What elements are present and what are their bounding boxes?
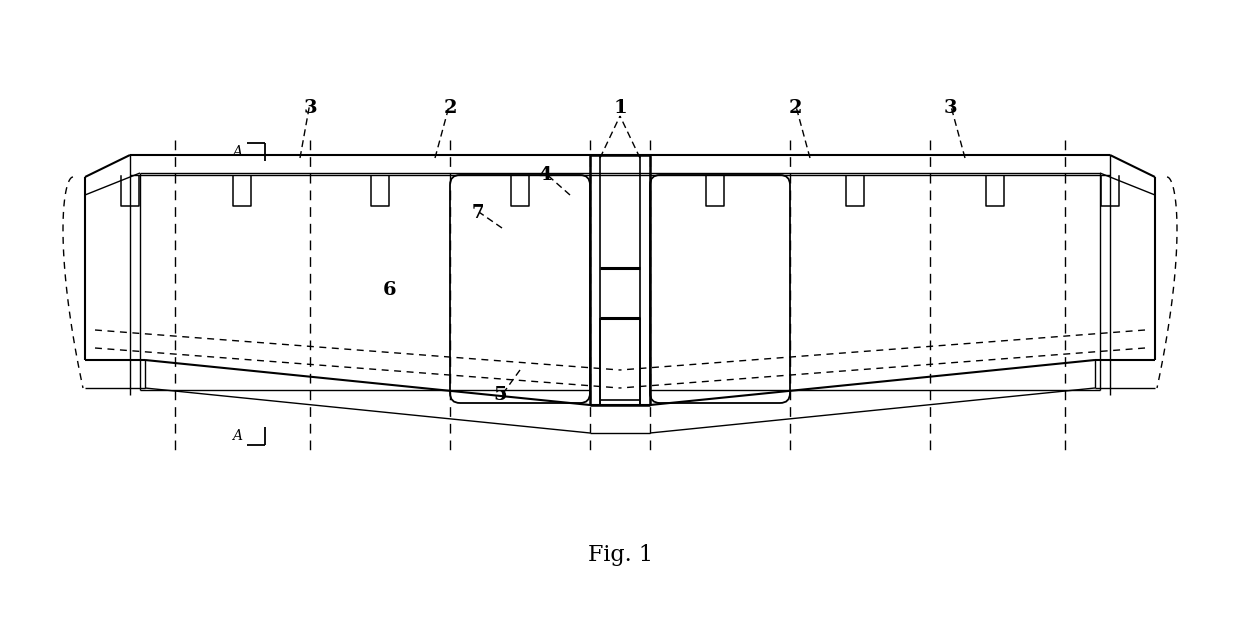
Text: 2: 2 xyxy=(444,99,457,117)
Text: 2: 2 xyxy=(788,99,802,117)
Text: A: A xyxy=(232,145,242,159)
Text: A: A xyxy=(232,429,242,443)
Text: 6: 6 xyxy=(383,281,396,299)
Text: 5: 5 xyxy=(493,386,507,404)
Text: 7: 7 xyxy=(472,204,484,222)
Text: 3: 3 xyxy=(943,99,957,117)
Text: Fig. 1: Fig. 1 xyxy=(587,544,653,566)
Text: 4: 4 xyxy=(538,166,551,184)
Text: 3: 3 xyxy=(304,99,317,117)
Text: 1: 1 xyxy=(613,99,627,117)
